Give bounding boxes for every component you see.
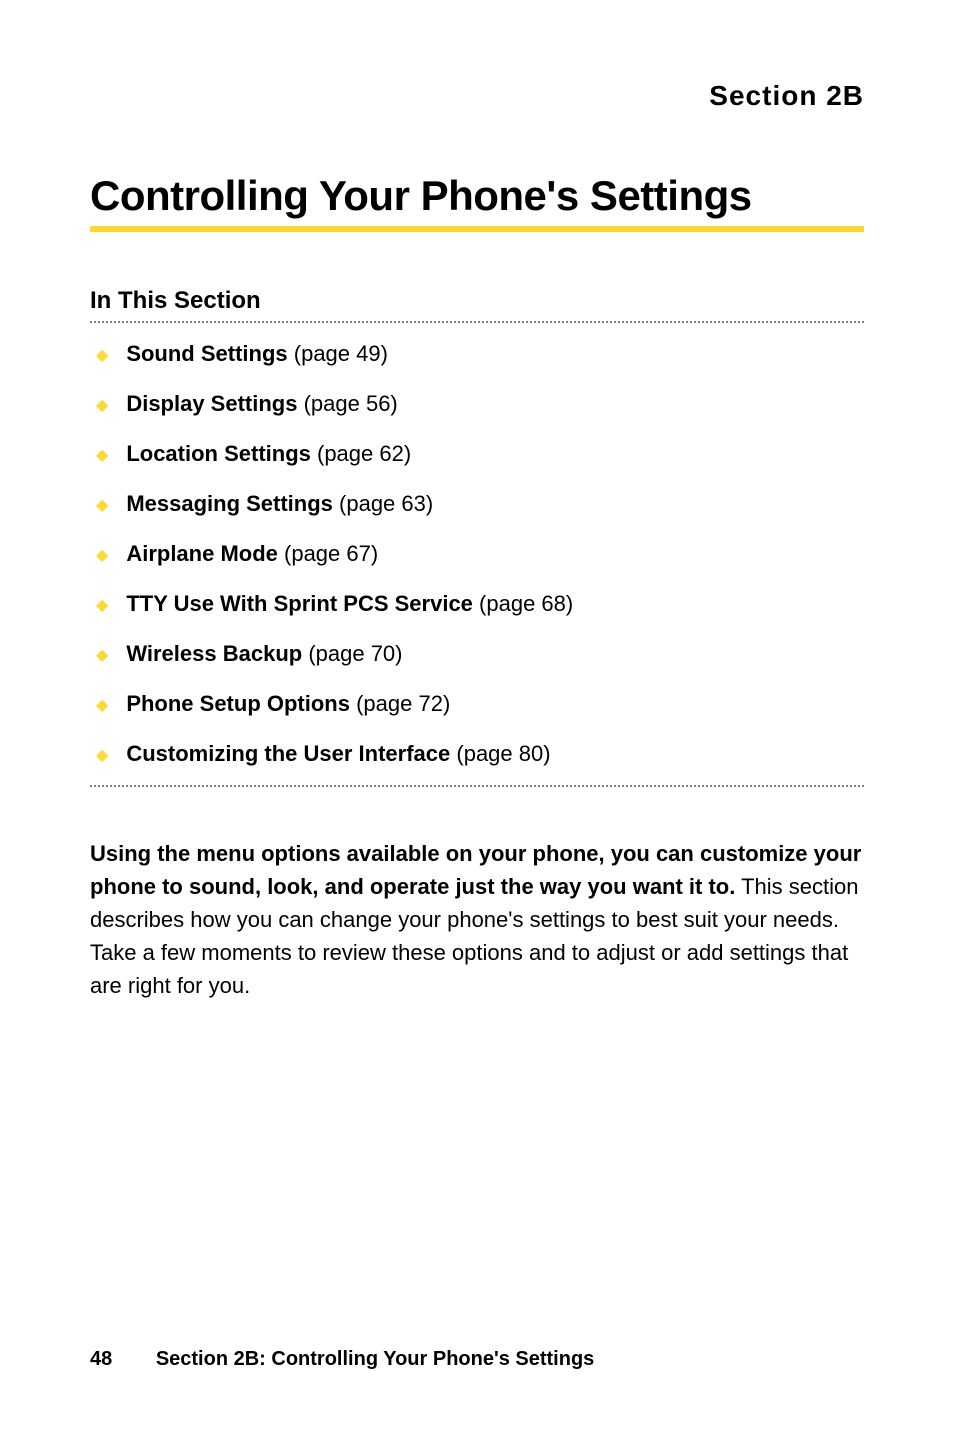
list-item-text: Messaging Settings (page 63) bbox=[126, 491, 864, 517]
diamond-icon: ◆ bbox=[96, 445, 108, 465]
diamond-icon: ◆ bbox=[96, 395, 108, 415]
list-item-text: Wireless Backup (page 70) bbox=[126, 641, 864, 667]
diamond-icon: ◆ bbox=[96, 595, 108, 615]
list-item: ◆ TTY Use With Sprint PCS Service (page … bbox=[90, 591, 864, 617]
list-item-text: Sound Settings (page 49) bbox=[126, 341, 864, 367]
diamond-icon: ◆ bbox=[96, 745, 108, 765]
list-item-text: Location Settings (page 62) bbox=[126, 441, 864, 467]
list-item: ◆ Messaging Settings (page 63) bbox=[90, 491, 864, 517]
list-item: ◆ Phone Setup Options (page 72) bbox=[90, 691, 864, 717]
diamond-icon: ◆ bbox=[96, 645, 108, 665]
title-underline bbox=[90, 226, 864, 232]
list-item-text: Display Settings (page 56) bbox=[126, 391, 864, 417]
list-item-text: Airplane Mode (page 67) bbox=[126, 541, 864, 567]
dotted-separator-top bbox=[90, 321, 864, 323]
body-paragraph: Using the menu options available on your… bbox=[90, 837, 864, 1002]
list-item: ◆ Customizing the User Interface (page 8… bbox=[90, 741, 864, 767]
diamond-icon: ◆ bbox=[96, 545, 108, 565]
page-content: Section 2B Controlling Your Phone's Sett… bbox=[0, 0, 954, 1002]
list-item: ◆ Wireless Backup (page 70) bbox=[90, 641, 864, 667]
diamond-icon: ◆ bbox=[96, 495, 108, 515]
list-item: ◆ Sound Settings (page 49) bbox=[90, 341, 864, 367]
toc-list: ◆ Sound Settings (page 49) ◆ Display Set… bbox=[90, 341, 864, 767]
list-item-text: Customizing the User Interface (page 80) bbox=[126, 741, 864, 767]
page-number: 48 bbox=[90, 1348, 112, 1370]
list-item: ◆ Airplane Mode (page 67) bbox=[90, 541, 864, 567]
list-item: ◆ Display Settings (page 56) bbox=[90, 391, 864, 417]
page-title: Controlling Your Phone's Settings bbox=[90, 172, 864, 220]
list-item: ◆ Location Settings (page 62) bbox=[90, 441, 864, 467]
list-item-text: Phone Setup Options (page 72) bbox=[126, 691, 864, 717]
footer-section-text: Section 2B: Controlling Your Phone's Set… bbox=[156, 1348, 595, 1370]
diamond-icon: ◆ bbox=[96, 345, 108, 365]
dotted-separator-bottom bbox=[90, 785, 864, 787]
section-label: Section 2B bbox=[90, 80, 864, 112]
page-footer: 48 Section 2B: Controlling Your Phone's … bbox=[90, 1348, 594, 1371]
diamond-icon: ◆ bbox=[96, 695, 108, 715]
list-item-text: TTY Use With Sprint PCS Service (page 68… bbox=[126, 591, 864, 617]
in-section-heading: In This Section bbox=[90, 287, 864, 315]
